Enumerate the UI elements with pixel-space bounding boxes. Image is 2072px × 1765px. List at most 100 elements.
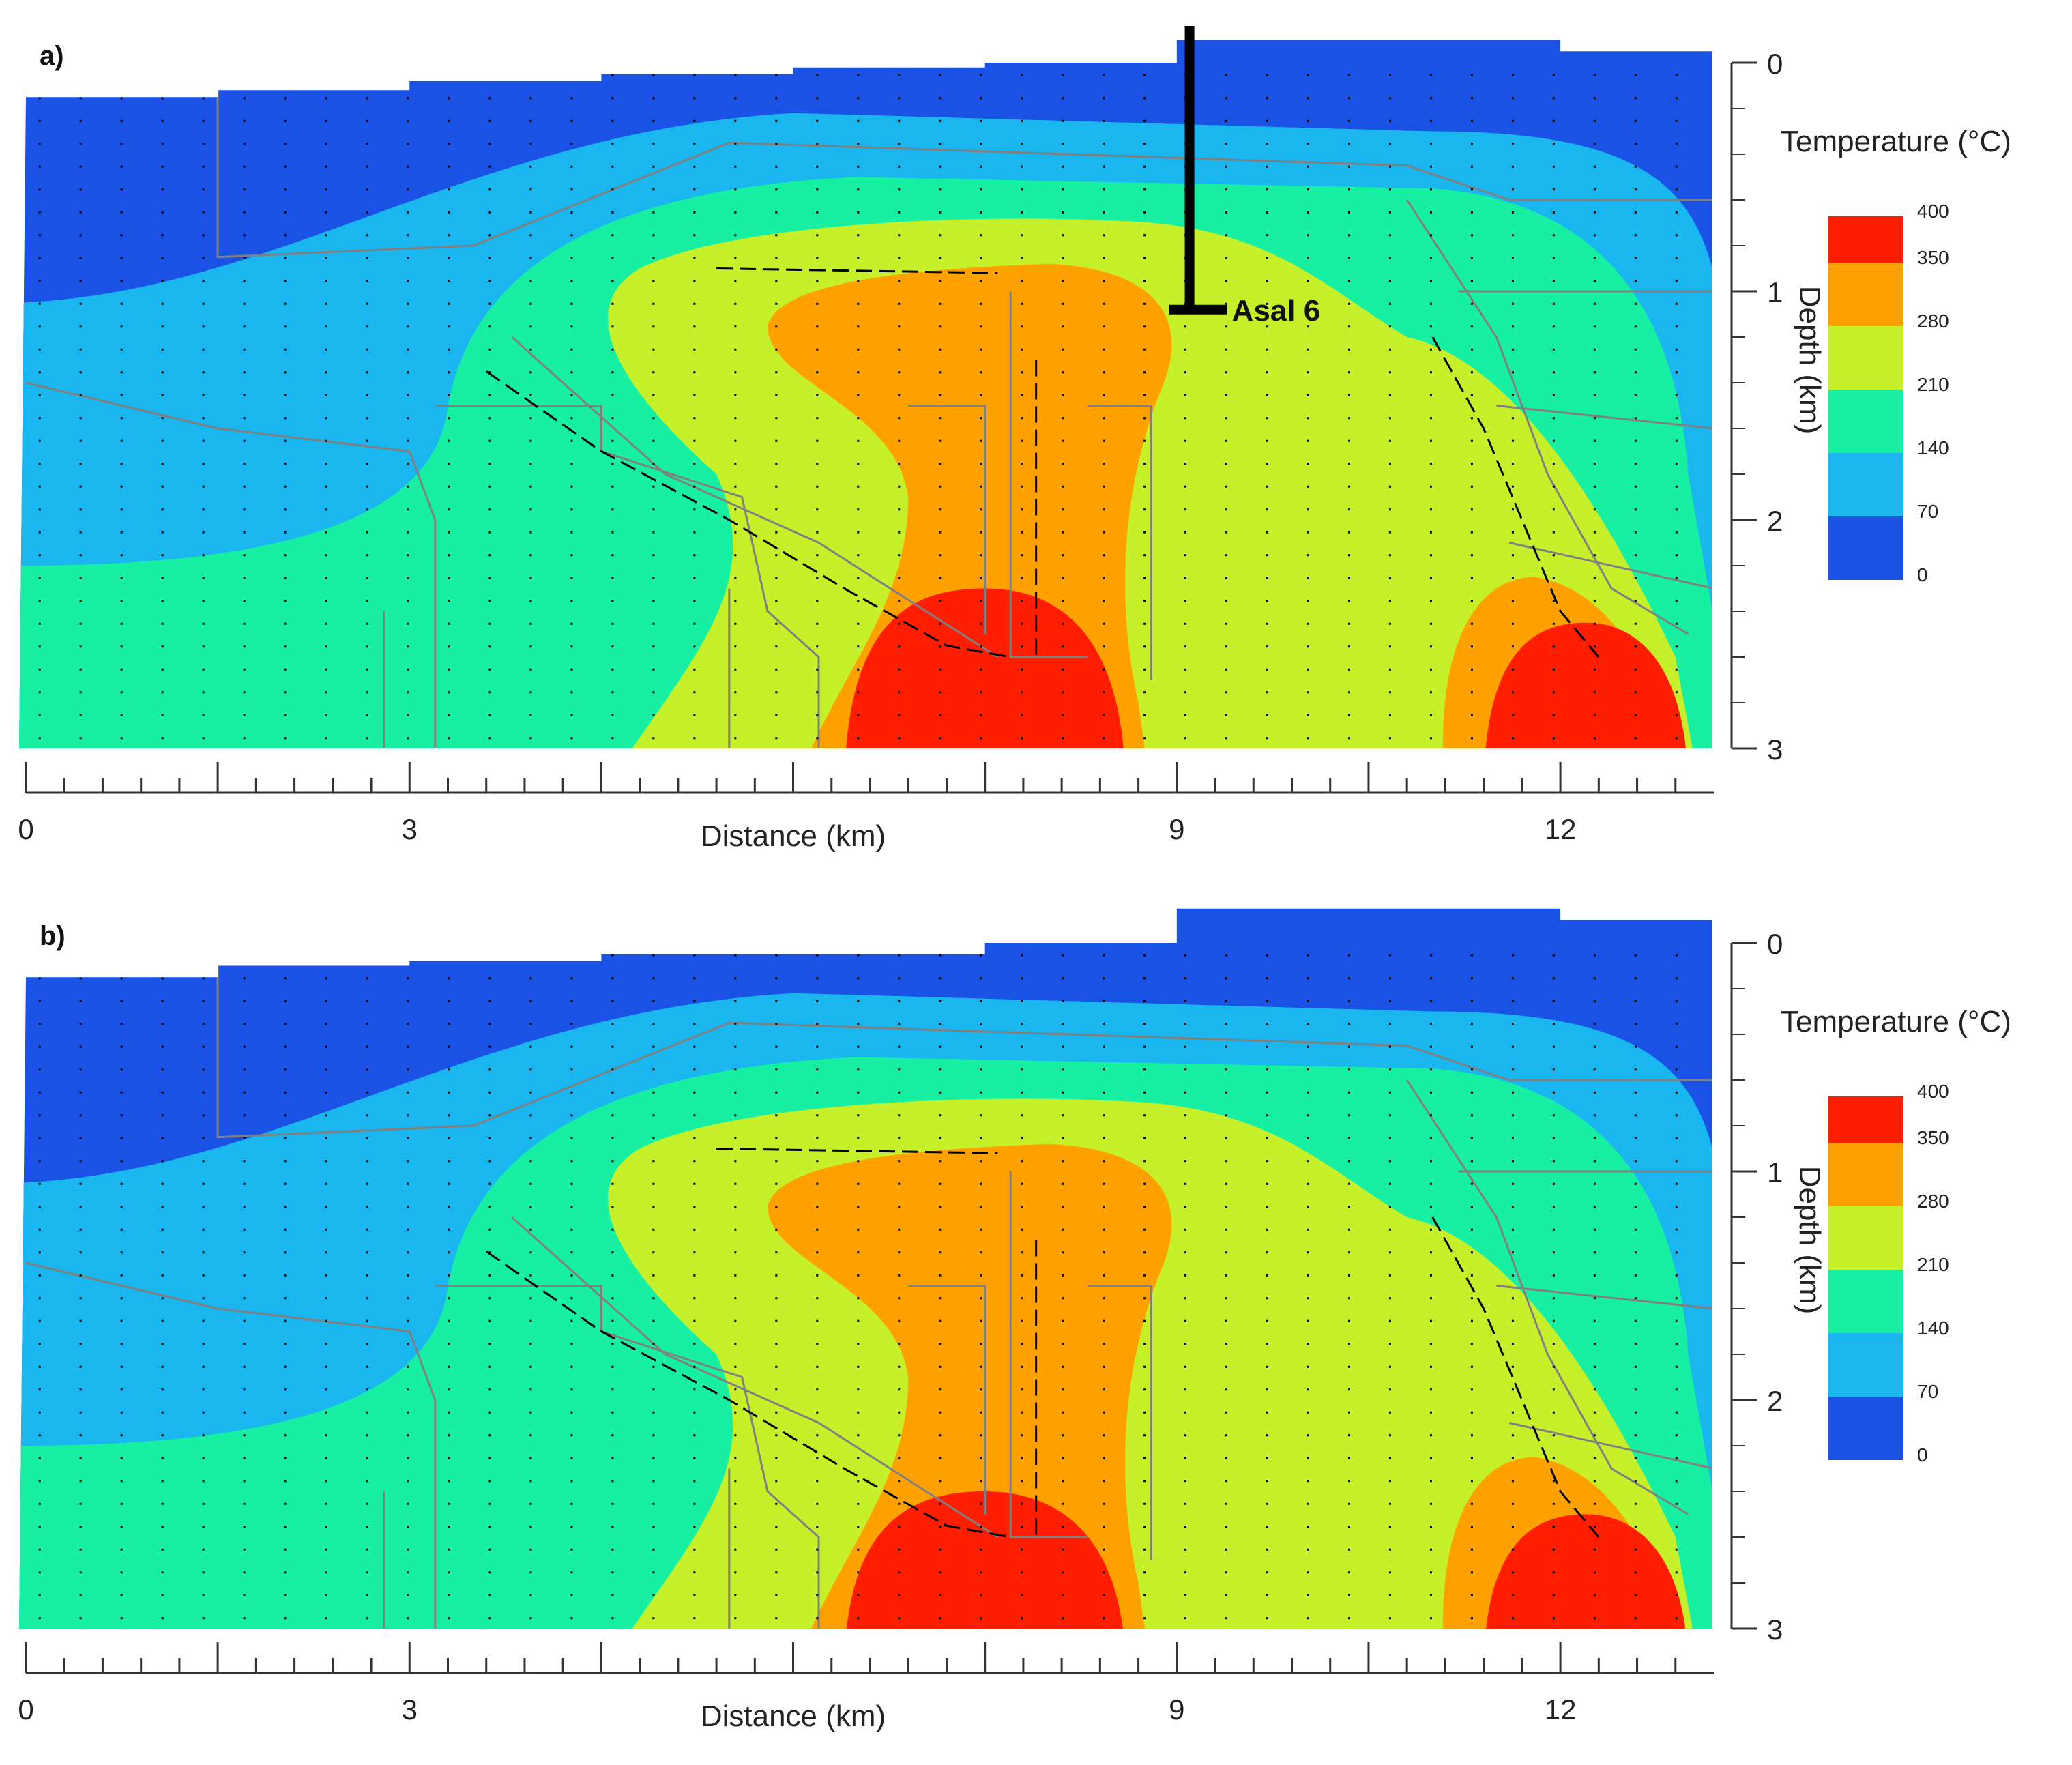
legend-title: Temperature (°C)	[1781, 1005, 2011, 1038]
flow-vector	[407, 1457, 409, 1459]
flow-vector	[734, 74, 737, 76]
flow-vector	[980, 508, 982, 511]
flow-vector	[243, 1045, 246, 1048]
flow-vector	[38, 1319, 41, 1322]
flow-vector	[1552, 622, 1555, 625]
flow-vector	[1511, 1297, 1514, 1300]
flow-vector	[1470, 691, 1473, 694]
flow-vector	[1388, 1023, 1391, 1025]
flow-vector	[1347, 1274, 1350, 1277]
flow-vector	[1470, 1365, 1473, 1368]
flow-vector	[1470, 1457, 1473, 1459]
flow-vector	[325, 1274, 327, 1277]
flow-vector	[1388, 1137, 1391, 1139]
flow-vector	[980, 1228, 982, 1231]
unit-boundary	[908, 405, 987, 634]
flow-vector	[693, 394, 696, 396]
flow-vector	[448, 1502, 450, 1505]
flow-vector	[366, 1365, 368, 1368]
flow-vector	[1347, 1068, 1350, 1071]
flow-vector	[529, 1274, 532, 1277]
flow-vector	[1021, 714, 1023, 716]
flow-vector	[79, 577, 82, 579]
flow-vector	[1184, 977, 1187, 980]
flow-vector	[1552, 143, 1555, 145]
flow-vector	[570, 234, 573, 237]
flow-vector	[816, 1617, 819, 1620]
flow-vector	[1552, 417, 1555, 420]
flow-vector	[366, 234, 368, 237]
flow-vector	[488, 1045, 491, 1048]
flow-vector	[1552, 1297, 1555, 1300]
flow-vector	[1634, 1594, 1637, 1596]
flow-vector	[693, 1228, 696, 1231]
flow-vector	[1062, 1160, 1064, 1163]
flow-vector	[1021, 1000, 1023, 1002]
flow-vector	[202, 1228, 205, 1231]
flow-vector	[1103, 1365, 1105, 1368]
flow-vector	[775, 1319, 778, 1322]
flow-vector	[734, 1388, 737, 1391]
flow-vector	[775, 280, 778, 282]
flow-vector	[325, 302, 327, 305]
flow-vector	[898, 1502, 901, 1505]
flow-vector	[1266, 1114, 1269, 1117]
flow-vector	[1511, 1068, 1514, 1071]
flow-vector	[693, 97, 696, 100]
flow-vector	[1470, 325, 1473, 328]
flow-vector	[325, 348, 327, 351]
flow-vector	[38, 1000, 41, 1002]
flow-vector	[652, 1091, 655, 1094]
flow-vector	[1552, 554, 1555, 557]
flow-vector	[570, 1480, 573, 1483]
flow-vector	[980, 280, 982, 282]
flow-vector	[734, 737, 737, 740]
flow-vector	[448, 1297, 450, 1300]
flow-vector	[529, 394, 532, 396]
flow-vector	[243, 1388, 246, 1391]
flow-vector	[38, 1388, 41, 1391]
flow-vector	[570, 1206, 573, 1208]
flow-vector	[1388, 119, 1391, 122]
flow-vector	[1103, 1228, 1105, 1231]
flow-vector	[1143, 211, 1146, 214]
flow-vector	[1021, 325, 1023, 328]
flow-vector	[325, 577, 327, 579]
flow-vector	[243, 234, 246, 237]
flow-vector	[857, 1594, 860, 1596]
flow-vector	[1552, 714, 1555, 716]
flow-vector	[1388, 188, 1391, 191]
flow-vector	[243, 1571, 246, 1574]
flow-vector	[161, 1343, 164, 1345]
flow-vector	[79, 691, 82, 694]
flow-vector	[1675, 97, 1678, 100]
flow-vector	[38, 348, 41, 351]
flow-vector	[1593, 1411, 1596, 1414]
flow-vector	[980, 1457, 982, 1459]
flow-vector	[161, 302, 164, 305]
flow-vector	[1225, 1297, 1228, 1300]
flow-vector	[980, 668, 982, 671]
flow-vector	[529, 1526, 532, 1528]
flow-vector	[38, 1182, 41, 1185]
flow-vector	[1266, 1137, 1269, 1139]
flow-vector	[407, 325, 409, 328]
flow-vector	[79, 977, 82, 980]
flow-vector	[898, 1068, 901, 1071]
flow-vector	[1103, 1571, 1105, 1574]
flow-vector	[898, 302, 901, 305]
flow-vector	[325, 1137, 327, 1139]
flow-vector	[79, 1160, 82, 1163]
flow-vector	[1143, 234, 1146, 237]
flow-vector	[161, 119, 164, 122]
flow-vector	[980, 417, 982, 420]
flow-vector	[939, 188, 942, 191]
flow-vector	[448, 234, 450, 237]
flow-vector	[1307, 1411, 1309, 1414]
flow-vector	[1266, 554, 1269, 557]
flow-vector	[202, 165, 205, 168]
flow-vector	[611, 668, 614, 671]
panel-label: b)	[40, 921, 65, 951]
flow-vector	[570, 714, 573, 716]
